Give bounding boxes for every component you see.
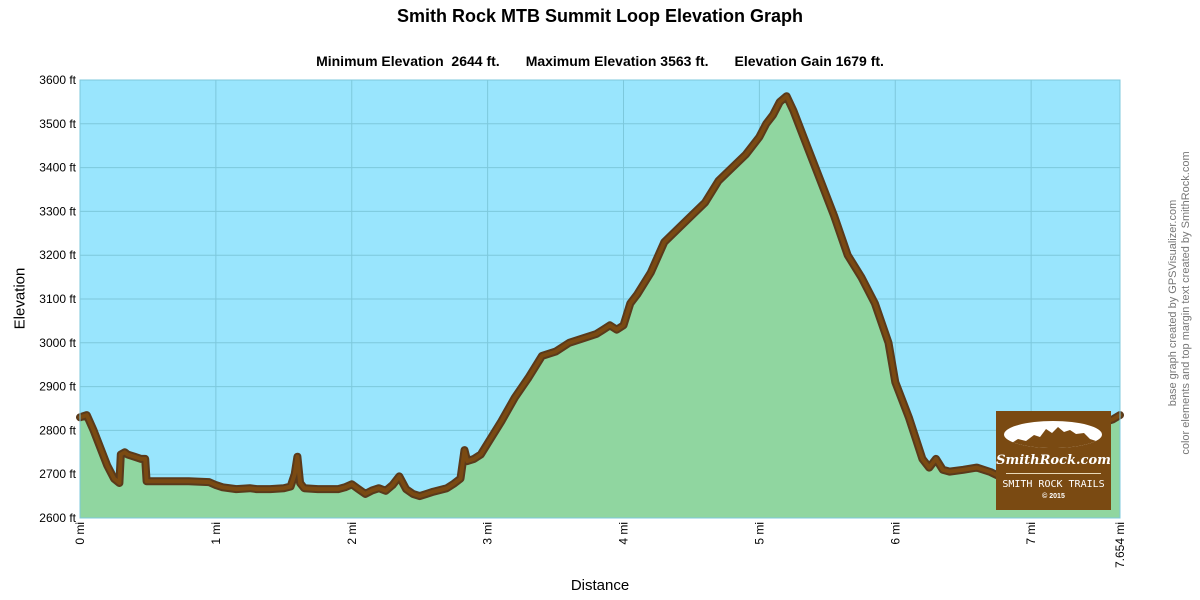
y-tick-label: 3100 ft	[39, 292, 76, 306]
x-tick-label: 6 mi	[888, 522, 902, 545]
x-tick-label: 0 mi	[73, 522, 87, 545]
plot-border	[79, 79, 1121, 519]
credit-line-2: color elements and top margin text creat…	[1180, 151, 1192, 455]
y-tick-label: 3200 ft	[39, 248, 76, 262]
logo-divider	[1006, 473, 1101, 474]
x-tick-label: 5 mi	[752, 522, 766, 545]
y-tick-label: 2600 ft	[39, 511, 76, 525]
logo-subtitle: SMITH ROCK TRAILS	[1002, 479, 1105, 490]
elevation-stats: Minimum Elevation 2644 ft. Maximum Elevat…	[0, 53, 1200, 69]
x-tick-label: 7 mi	[1024, 522, 1038, 545]
smithrock-logo: SmithRock.com SMITH ROCK TRAILS © 2015	[996, 411, 1111, 510]
logo-copyright: © 2015	[1042, 493, 1065, 500]
credit-line-1: base graph created by GPSVisualizer.com	[1167, 199, 1179, 407]
credit-text: base graph created by GPSVisualizer.com …	[1167, 83, 1193, 523]
y-axis-label: Elevation	[11, 267, 29, 330]
y-tick-label: 3600 ft	[39, 73, 76, 87]
elevation-gain-text: Elevation Gain 1679 ft.	[734, 53, 884, 69]
y-axis-ticks: 2600 ft 2700 ft 2800 ft 2900 ft 3000 ft 3100 …	[39, 73, 76, 525]
elevation-area	[80, 96, 1120, 518]
max-elevation-text: Maximum Elevation 3563 ft.	[525, 53, 709, 69]
x-axis-label: Distance	[570, 577, 630, 594]
chart-title: Smith Rock MTB Summit Loop Elevation Gra…	[396, 6, 804, 26]
y-tick-label: 3000 ft	[39, 336, 76, 350]
rock-silhouette-icon	[1004, 421, 1102, 448]
y-tick-label: 2800 ft	[39, 423, 76, 437]
x-tick-label: 2 mi	[345, 522, 359, 545]
x-tick-label: 4 mi	[617, 522, 631, 545]
x-axis-ticks: 0 mi 1 mi 2 mi 3 mi 4 mi 5 mi 6 mi 7 mi 7.654 mi	[73, 522, 1127, 568]
y-tick-label: 3400 ft	[39, 161, 76, 175]
x-tick-label: 7.654 mi	[1113, 522, 1127, 568]
y-tick-label: 3500 ft	[39, 117, 76, 131]
min-elevation-text: Minimum Elevation 2644 ft.	[316, 53, 500, 69]
y-tick-label: 3300 ft	[39, 204, 76, 218]
y-tick-label: 2700 ft	[39, 467, 76, 481]
y-tick-label: 2900 ft	[39, 380, 76, 394]
x-tick-label: 3 mi	[481, 522, 495, 545]
logo-name: SmithRock.com	[996, 453, 1111, 468]
x-tick-label: 1 mi	[209, 522, 223, 545]
elevation-line	[78, 94, 1122, 499]
